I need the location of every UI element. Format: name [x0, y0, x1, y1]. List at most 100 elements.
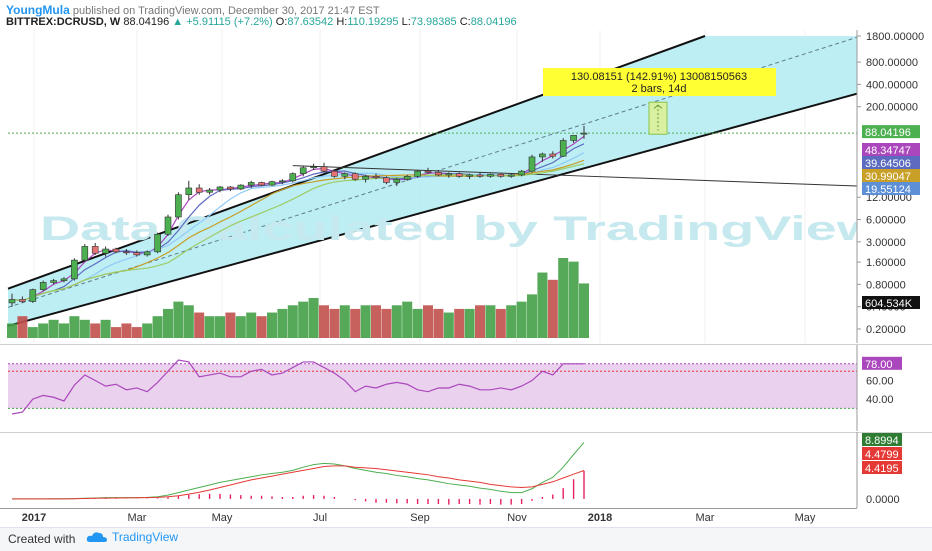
candle	[403, 174, 411, 181]
volume-bar	[194, 312, 205, 338]
macd-chart[interactable]: 8.8994 4.4799 4.4195 0.0000	[0, 432, 932, 508]
volume-bar	[495, 308, 506, 338]
candle	[289, 172, 297, 183]
volume-bar	[69, 316, 80, 338]
candle-body	[102, 248, 109, 254]
volume-bar	[423, 305, 433, 338]
candle	[414, 169, 421, 178]
candle-body	[123, 251, 130, 254]
volume-bar	[256, 316, 267, 338]
candle-body	[435, 172, 442, 176]
price-tick-label: 6.00000	[866, 215, 906, 227]
candle-body	[258, 182, 265, 186]
time-tick-label: Jul	[313, 512, 327, 524]
candle-body	[175, 194, 182, 218]
change-value: +5.91115 (+7.2%)	[186, 16, 273, 28]
volume-bar	[319, 305, 329, 338]
candle-body	[247, 182, 255, 186]
candle	[393, 177, 401, 187]
candle	[507, 173, 515, 178]
candle-body	[403, 176, 411, 180]
volume-bar	[339, 305, 350, 338]
candle-body	[81, 246, 89, 261]
volume-bar	[142, 323, 153, 338]
volume-bar	[17, 316, 28, 338]
rsi-pane[interactable]: 78.00 60.00 40.00	[0, 344, 932, 431]
candle	[331, 169, 338, 178]
rsi-chart[interactable]: 78.00 60.00 40.00	[0, 344, 932, 431]
price-chart[interactable]: Data Calculated by TradingView 130.08151…	[0, 30, 932, 343]
price-tick-label: 800.00000	[866, 57, 918, 69]
candle	[71, 258, 78, 281]
price-badge	[862, 156, 920, 169]
candle-body	[268, 181, 276, 186]
price-badge-label: 88.04196	[865, 127, 911, 139]
price-badge-label: 48.34747	[865, 145, 911, 157]
volume-bar	[225, 312, 236, 338]
candle-body	[164, 216, 172, 235]
chart-header: YoungMula published on TradingView.com, …	[0, 0, 932, 30]
candle	[362, 174, 369, 183]
volume-badge-label: 604.534K	[865, 298, 913, 310]
volume-bar	[235, 316, 246, 338]
time-tick-label: Mar	[696, 512, 715, 524]
candle	[580, 125, 588, 139]
volume-bar	[131, 327, 142, 338]
candle	[29, 288, 37, 303]
time-tick-label: May	[795, 512, 816, 524]
candle	[383, 176, 390, 185]
volume-bar	[308, 298, 319, 338]
tradingview-logo[interactable]: TradingView	[86, 530, 178, 544]
candle	[455, 172, 463, 178]
volume-bar	[350, 308, 361, 338]
candle	[435, 169, 442, 177]
candle	[528, 154, 536, 173]
volume-bar	[360, 305, 371, 338]
candle	[320, 162, 328, 173]
price-pane[interactable]: Data Calculated by TradingView 130.08151…	[0, 30, 932, 343]
candle-body	[570, 135, 577, 141]
time-axis[interactable]: 2017 Mar May Jul Sep Nov 2018 Mar May	[0, 508, 932, 526]
author-name[interactable]: YoungMula	[6, 3, 70, 17]
candle	[351, 172, 359, 181]
volume-bar	[267, 312, 277, 338]
candle-body	[528, 156, 536, 172]
candle	[19, 296, 26, 303]
candle-body	[362, 176, 369, 180]
volume-bar	[152, 316, 163, 338]
candle-body	[143, 251, 151, 256]
price-tick-label: 400.00000	[866, 79, 918, 91]
volume-bar	[183, 305, 194, 338]
rsi-badge-label: 78.00	[865, 359, 893, 371]
candle-body	[310, 166, 317, 169]
price-axis[interactable]: 1800.00000 800.00000 400.00000 200.00000 12.…	[856, 30, 932, 343]
rsi-tick-label: 40.00	[866, 394, 894, 406]
candle	[81, 244, 89, 263]
candle	[424, 167, 432, 174]
volume-bar	[38, 323, 49, 338]
volume-bar	[485, 305, 496, 338]
ohlc-legend: BITTREX:DCRUSD, W 88.04196 ▲ +5.91115 (+…	[6, 16, 517, 28]
price-tick-label: 0.80000	[866, 279, 906, 291]
candle-body	[8, 299, 16, 304]
price-badge	[862, 182, 920, 195]
candle-body	[466, 174, 473, 177]
candle	[341, 172, 349, 180]
candle	[487, 173, 494, 178]
candle-body	[216, 186, 224, 191]
candle	[123, 249, 130, 255]
volume-bar	[246, 312, 257, 338]
macd-badge-label: 4.4799	[865, 449, 899, 461]
candle-body	[487, 173, 494, 177]
volume-bar	[371, 305, 381, 338]
candle	[247, 180, 255, 188]
candle-body	[393, 178, 401, 183]
volume-bar	[100, 319, 111, 338]
measure-label	[543, 68, 776, 96]
measure-arrow-icon	[653, 104, 663, 131]
candle-body	[580, 132, 588, 135]
candle	[175, 192, 182, 220]
price-tick-label: 1800.00000	[866, 31, 924, 43]
created-with-text: Created with	[8, 532, 76, 546]
macd-pane[interactable]: 8.8994 4.4799 4.4195 0.0000	[0, 432, 932, 508]
